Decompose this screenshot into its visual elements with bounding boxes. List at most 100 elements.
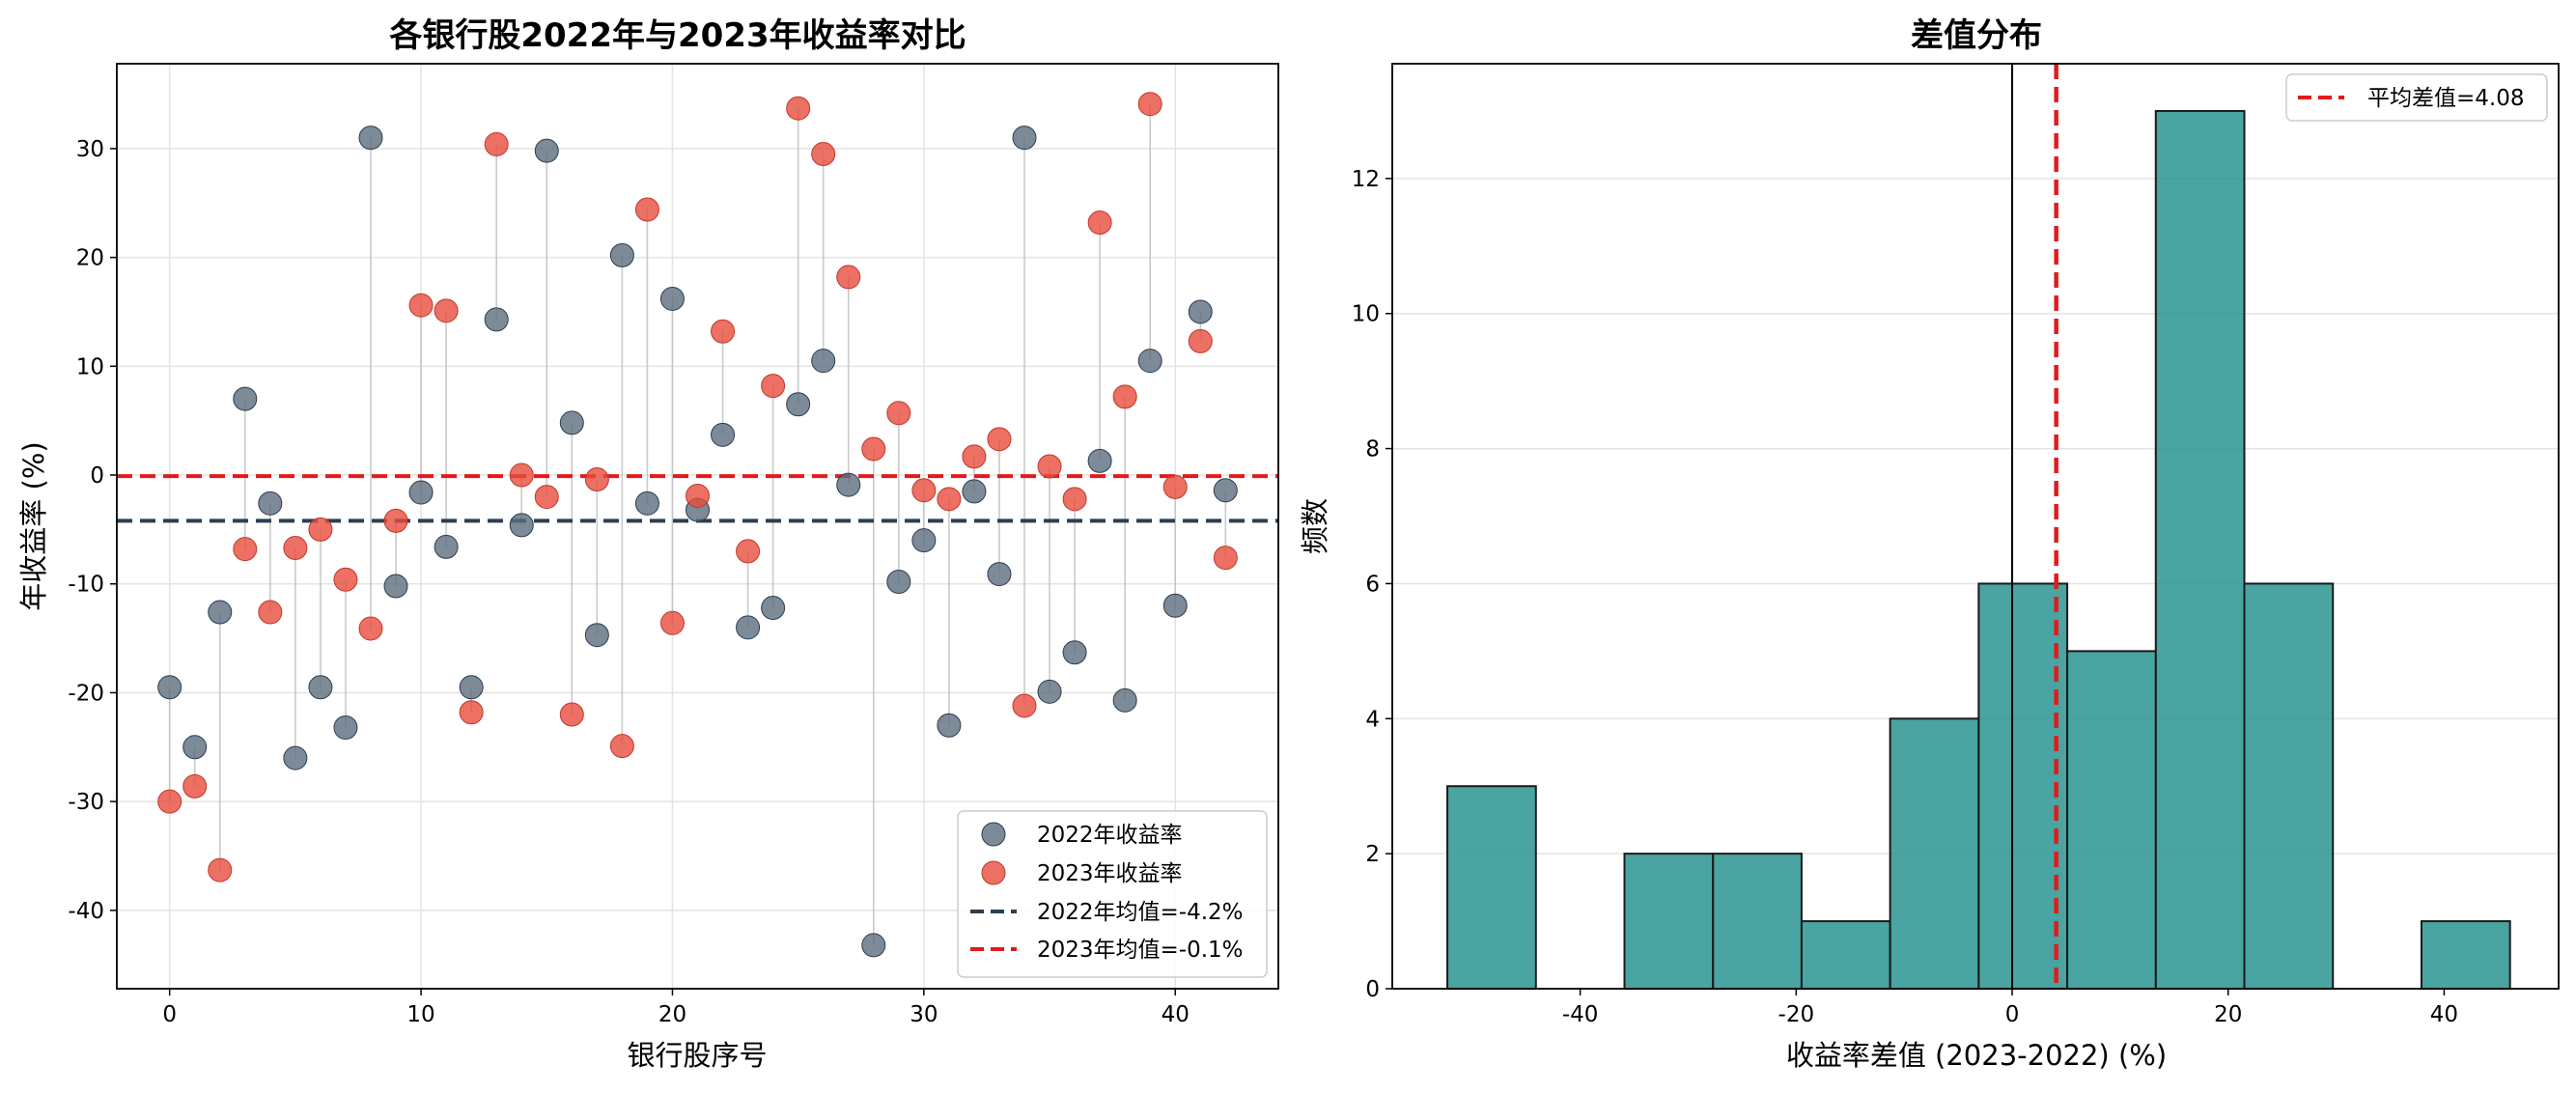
left-series-2023 (157, 92, 1238, 883)
point-2023 (1162, 474, 1188, 499)
point-2023 (1087, 210, 1112, 236)
point-2023 (559, 702, 584, 727)
point-2023 (1112, 384, 1137, 409)
point-2022 (711, 422, 736, 447)
point-2023 (1062, 487, 1087, 512)
right-x-tick-label: 0 (2005, 1002, 2020, 1027)
point-2022 (584, 623, 609, 648)
histogram-bar (1800, 920, 1891, 991)
point-2022 (559, 410, 584, 435)
point-2022 (987, 562, 1012, 587)
point-2022 (408, 480, 434, 505)
right-y-tick-label: 8 (1365, 437, 1380, 462)
left-legend: 2022年收益率 2023年收益率 2022年均值=-4.2% 2023年均值=… (957, 810, 1268, 978)
point-2022 (258, 490, 283, 516)
right-y-tick-label: 6 (1365, 572, 1380, 597)
histogram-bar (1712, 853, 1803, 991)
point-2022 (157, 675, 182, 700)
point-2022 (182, 735, 208, 760)
point-2023 (434, 298, 459, 323)
histogram-bar (1889, 717, 1980, 991)
left-x-tick-label: 30 (910, 1002, 938, 1027)
point-2023 (383, 508, 408, 533)
right-x-ticks: -40 -20 0 20 40 (1562, 989, 2458, 1027)
left-x-tick-label: 40 (1162, 1002, 1190, 1027)
right-x-tick-label: -20 (1778, 1002, 1815, 1027)
point-2022 (308, 675, 333, 700)
right-axes-frame (1391, 63, 2560, 990)
right-legend-box (2285, 73, 2548, 122)
right-y-tick-label: 2 (1365, 842, 1380, 867)
histogram-bar (1977, 582, 2069, 990)
histogram-bar (2420, 920, 2511, 991)
left-y-axis-label: 年收益率 (%) (17, 441, 50, 610)
point-2022 (786, 392, 811, 417)
point-2022 (736, 615, 761, 640)
point-2022 (634, 490, 659, 516)
legend-label-2022: 2022年收益率 (1037, 823, 1183, 848)
left-chart-title: 各银行股2022年与2023年收益率对比 (389, 16, 966, 55)
right-y-ticks: 0 2 4 6 8 10 12 (1352, 167, 1392, 1002)
legend-label-mean-2022: 2022年均值=-4.2% (1037, 900, 1244, 925)
legend-label-2023: 2023年收益率 (1037, 861, 1183, 886)
point-2023 (459, 700, 484, 725)
right-y-tick-label: 10 (1352, 302, 1380, 327)
point-2023 (484, 131, 509, 156)
point-2023 (634, 197, 659, 222)
point-2022 (1162, 593, 1188, 618)
point-2023 (333, 567, 358, 592)
point-2023 (962, 444, 987, 469)
point-2023 (1137, 92, 1162, 117)
point-2022 (861, 933, 886, 958)
left-y-tick-label: 10 (76, 354, 104, 379)
point-2022 (1012, 126, 1037, 151)
point-2022 (333, 715, 358, 741)
right-x-axis-label: 收益率差值 (2023-2022) (%) (1786, 1039, 2167, 1072)
left-y-tick-label: -30 (68, 790, 104, 815)
left-legend-box (957, 810, 1268, 978)
right-y-tick-label: 0 (1365, 977, 1380, 1002)
left-y-tick-label: -20 (68, 681, 104, 706)
histogram-bar (2154, 109, 2246, 990)
point-2022 (609, 242, 634, 267)
point-2023 (308, 517, 333, 542)
point-2023 (1037, 454, 1062, 479)
point-2023 (283, 536, 308, 561)
point-2023 (1012, 693, 1037, 718)
point-2023 (736, 539, 761, 564)
right-x-tick-label: 20 (2214, 1002, 2242, 1027)
point-2022 (1112, 687, 1137, 713)
point-2023 (157, 789, 182, 814)
point-2022 (937, 713, 962, 738)
point-2023 (358, 616, 383, 641)
point-2023 (609, 734, 634, 759)
point-2022 (283, 745, 308, 771)
left-x-tick-label: 20 (658, 1002, 686, 1027)
point-2023 (233, 537, 258, 562)
point-2022 (962, 479, 987, 504)
point-2022 (1213, 478, 1238, 503)
histogram-bar (1446, 785, 1537, 991)
point-2022 (509, 513, 534, 538)
point-2022 (1188, 299, 1213, 324)
point-2022 (484, 307, 509, 332)
right-y-axis-label: 频数 (1299, 498, 1331, 554)
point-2023 (761, 374, 786, 399)
point-2023 (1188, 328, 1213, 353)
legend-marker-2023 (981, 860, 1006, 885)
point-2022 (659, 286, 685, 311)
point-2023 (711, 319, 736, 344)
point-2022 (836, 472, 861, 497)
right-vertical-lines (2011, 64, 2058, 989)
point-2023 (182, 773, 208, 799)
point-2023 (987, 427, 1012, 452)
point-2023 (408, 293, 434, 318)
left-x-tick-label: 0 (162, 1002, 177, 1027)
point-2022 (911, 528, 937, 553)
right-x-tick-label: 40 (2430, 1002, 2458, 1027)
left-y-ticks: -40 -30 -20 -10 0 10 20 30 (68, 137, 117, 924)
point-2023 (584, 467, 609, 492)
point-2023 (937, 487, 962, 512)
right-chart-title: 差值分布 (1911, 16, 2042, 55)
